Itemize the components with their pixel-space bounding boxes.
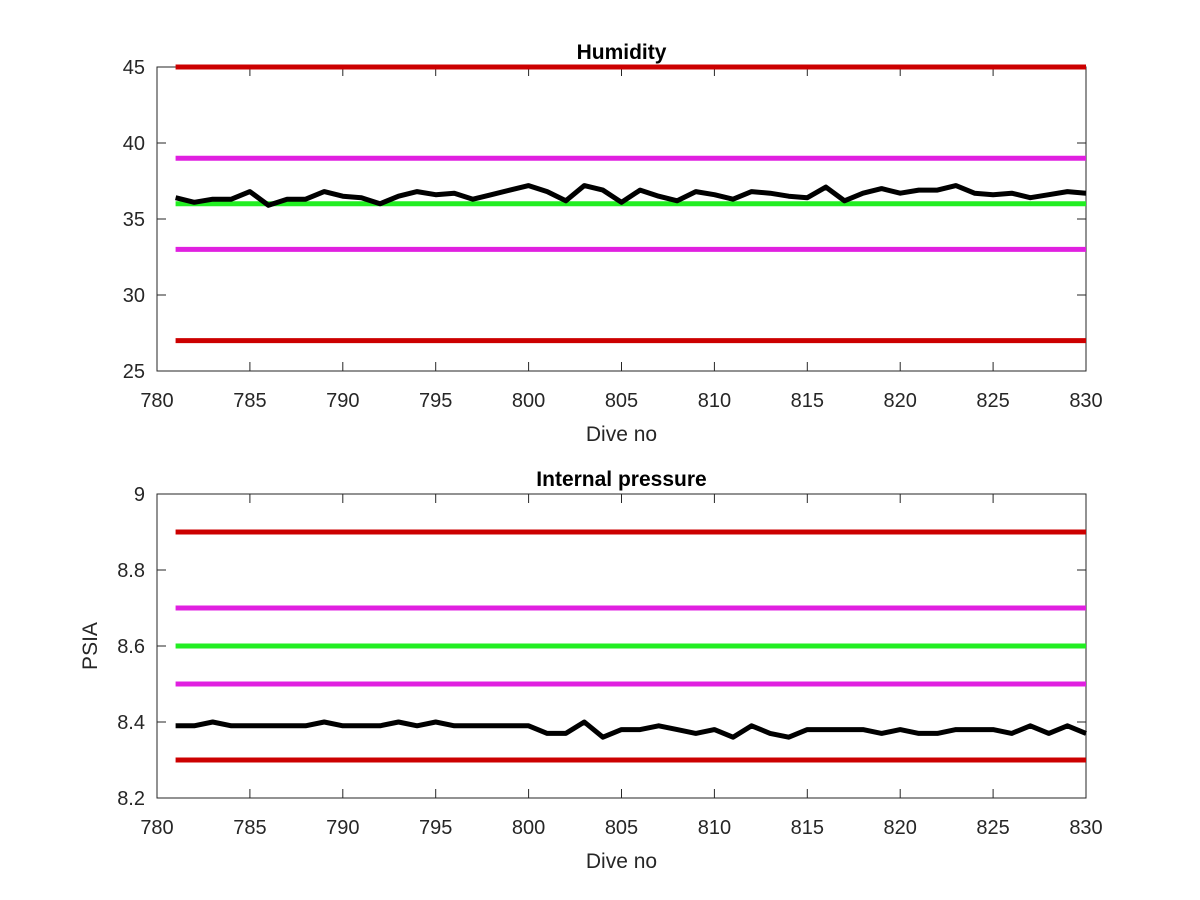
x-tick-label: 810 — [698, 817, 731, 839]
x-tick-label: 825 — [976, 817, 1009, 839]
data-series-line — [175, 719, 1087, 740]
x-tick-label: 790 — [326, 817, 359, 839]
x-axis-label: Dive no — [586, 850, 657, 873]
x-tick-label: 780 — [140, 390, 173, 412]
x-tick-label: 795 — [419, 390, 452, 412]
y-tick-label: 8.8 — [117, 560, 145, 582]
chart-title: Internal pressure — [536, 468, 706, 491]
y-axis-label: PSIA — [79, 622, 102, 670]
x-tick-label: 820 — [884, 390, 917, 412]
chart-title: Humidity — [577, 41, 667, 64]
x-tick-label: 810 — [698, 390, 731, 412]
x-tick-label: 830 — [1069, 817, 1102, 839]
y-tick-label: 45 — [123, 57, 145, 79]
y-tick-label: 8.6 — [117, 636, 145, 658]
y-tick-label: 25 — [123, 361, 145, 383]
axes-box — [156, 66, 1087, 372]
x-tick-label: 795 — [419, 817, 452, 839]
x-tick-label: 830 — [1069, 390, 1102, 412]
internal-pressure-chart: 780 785 790 795 800 805 810 815 820 825 830 8.2 8.4 8… — [79, 468, 1103, 873]
y-tick-label: 9 — [134, 484, 145, 506]
y-tick-label: 8.2 — [117, 788, 145, 810]
x-tick-label: 780 — [140, 817, 173, 839]
x-tick-label: 785 — [233, 817, 266, 839]
humidity-chart: 780 785 790 795 800 805 810 815 820 825 830 25 30 35 4… — [123, 41, 1103, 446]
y-tick-label: 30 — [123, 285, 145, 307]
x-tick-label: 805 — [605, 817, 638, 839]
x-tick-label: 825 — [976, 390, 1009, 412]
x-tick-label: 815 — [791, 390, 824, 412]
x-tick-label: 800 — [512, 817, 545, 839]
y-tick-label: 35 — [123, 209, 145, 231]
x-tick-label: 820 — [884, 817, 917, 839]
y-tick-label: 8.4 — [117, 712, 145, 734]
x-tick-label: 815 — [791, 817, 824, 839]
x-tick-label: 785 — [233, 390, 266, 412]
x-tick-label: 800 — [512, 390, 545, 412]
data-series-line — [174, 183, 1087, 208]
x-axis-label: Dive no — [586, 423, 657, 446]
x-tick-label: 790 — [326, 390, 359, 412]
x-tick-label: 805 — [605, 390, 638, 412]
y-tick-label: 40 — [123, 133, 145, 155]
